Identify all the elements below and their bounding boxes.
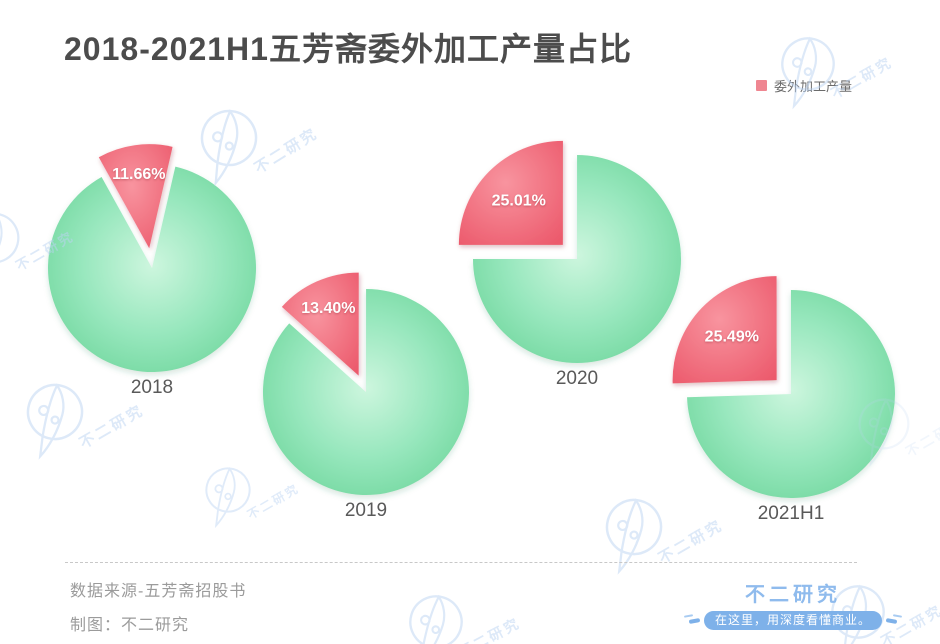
brand-tagline-pill: 在这里，用深度看懂商业。 (703, 611, 882, 630)
chart-title: 2018-2021H1五芳斋委外加工产量占比 (64, 31, 632, 67)
pie-2021H1-remainder-slice (687, 290, 896, 498)
pie-2019-remainder-slice (263, 289, 470, 496)
pie-2021H1-category-label: 2021H1 (758, 503, 825, 524)
pie-2021H1-value-label: 25.49% (705, 329, 759, 346)
pie-chart-group: 11.66% 2018 13.40% 2019 25.01% 2020 25.49% 2021… (48, 140, 896, 524)
pie-2018-remainder-slice (48, 166, 257, 372)
brand-watermark-icon (588, 463, 728, 590)
pie-2018: 11.66% 2018 (48, 144, 257, 398)
pie-2019: 13.40% 2019 (263, 272, 470, 521)
pie-2020-value-label: 25.01% (492, 193, 546, 210)
pie-2020: 25.01% 2020 (458, 140, 681, 389)
pie-2018-value-label: 11.66% (112, 166, 165, 183)
brand-tagline: 在这里，用深度看懂商业。 (714, 613, 871, 627)
brand-watermark-icon (393, 563, 526, 644)
pie-2019-value-label: 13.40% (301, 300, 355, 317)
credit-text: 制图：不二研究 (70, 617, 190, 634)
brand-block: 不二研究 在这里，用深度看懂商业。 (703, 578, 882, 630)
legend-swatch-icon (756, 80, 767, 91)
footer-divider (65, 562, 857, 563)
pie-2020-category-label: 2020 (556, 368, 598, 389)
pie-2020-value-slice (458, 140, 563, 245)
pie-2019-value-slice (281, 272, 359, 376)
pie-2019-category-label: 2019 (345, 500, 387, 521)
data-source-text: 数据来源-五芳斋招股书 (70, 583, 247, 600)
brand-watermark-icon (765, 3, 898, 124)
pie-2020-remainder-slice (473, 155, 681, 363)
pie-2021H1-value-slice (672, 276, 777, 384)
pie-2018-value-slice (98, 144, 173, 249)
brand-logo-text: 不二研究 (744, 584, 841, 606)
pie-2021H1: 25.49% 2021H1 (672, 276, 896, 524)
pie-2018-category-label: 2018 (131, 377, 173, 398)
